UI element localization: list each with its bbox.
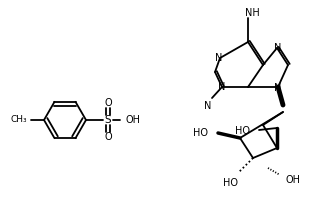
Text: HO: HO <box>223 178 238 188</box>
Text: CH₃: CH₃ <box>10 115 27 124</box>
Text: HO: HO <box>235 126 250 136</box>
Text: OH: OH <box>126 115 141 125</box>
Text: N: N <box>218 82 226 92</box>
Text: N: N <box>204 101 212 111</box>
Text: O: O <box>104 132 112 142</box>
Text: O: O <box>104 98 112 108</box>
Text: N: N <box>215 53 223 63</box>
Text: OH: OH <box>285 175 300 185</box>
Text: HO: HO <box>193 128 208 138</box>
Text: NH: NH <box>245 8 259 18</box>
Text: N: N <box>274 83 282 93</box>
Text: N: N <box>274 43 282 53</box>
Text: S: S <box>105 115 111 125</box>
